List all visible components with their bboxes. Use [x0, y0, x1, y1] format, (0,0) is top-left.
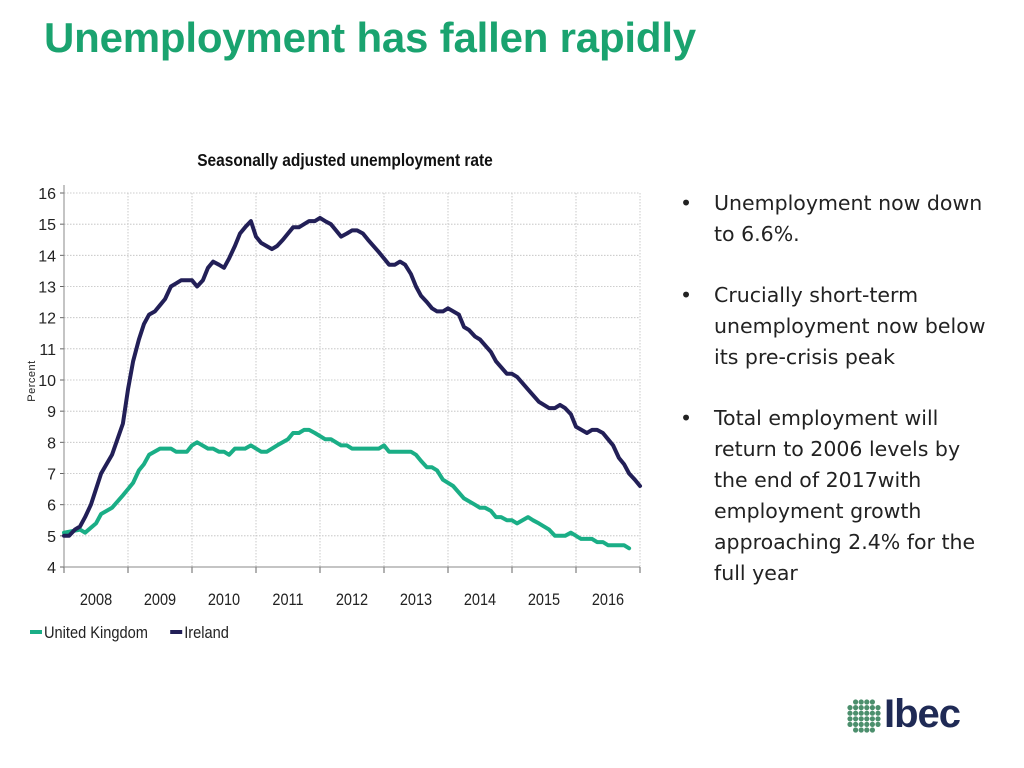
page-title: Unemployment has fallen rapidly [44, 14, 696, 61]
y-tick-label: 9 [47, 404, 56, 421]
logo-wordmark: Ibec [884, 692, 961, 736]
globe-dot [853, 721, 859, 727]
globe-dot [869, 716, 875, 722]
y-tick-label: 13 [38, 280, 56, 297]
globe-dot [864, 727, 870, 733]
legend-label: Ireland [184, 624, 229, 642]
y-tick-label: 8 [47, 435, 56, 452]
bullet-marker: • [680, 406, 693, 430]
unemployment-line-chart: Seasonally adjusted unemployment rate Pe… [26, 150, 642, 642]
globe-dot [864, 699, 870, 705]
bullet-text: Crucially short-term unemployment now be… [714, 283, 986, 369]
globe-dot [875, 710, 881, 716]
globe-dot [853, 699, 859, 705]
globe-dot [875, 721, 881, 727]
plot-area: 4 5 6 7 8 9 10 11 12 13 14 15 16 2008 2009 2010 2011 2012… [38, 185, 642, 609]
chart-title: Seasonally adjusted unemployment rate [197, 150, 493, 170]
y-tick-label: 11 [39, 342, 56, 359]
y-tick-label: 4 [47, 560, 56, 577]
bullet-item: • Crucially short-term unemployment now … [678, 280, 998, 373]
ibec-globe-icon [847, 699, 881, 733]
globe-dot [853, 716, 859, 722]
legend-label: United Kingdom [44, 624, 148, 642]
y-axis-label: Percent [26, 360, 38, 401]
bullet-marker: • [680, 283, 693, 307]
chart-legend: United Kingdom Ireland [30, 624, 229, 642]
globe-dot [869, 727, 875, 733]
globe-dot [847, 716, 853, 722]
globe-dot [858, 727, 864, 733]
y-tick-label: 7 [47, 467, 56, 484]
globe-dot [858, 721, 864, 727]
bullet-text: Unemployment now down to 6.6%. [714, 191, 983, 246]
x-tick-label: 2010 [208, 591, 241, 609]
ibec-logo: Ibec [846, 692, 986, 740]
y-tick-label: 6 [47, 498, 56, 515]
y-tick-label: 16 [38, 186, 56, 203]
globe-dot [858, 716, 864, 722]
series-line-united-kingdom [62, 427, 632, 551]
y-tick-label: 15 [38, 217, 56, 234]
bullet-item: • Unemployment now down to 6.6%. [678, 188, 998, 250]
y-tick-label: 14 [38, 248, 56, 265]
globe-dot [869, 699, 875, 705]
globe-dot [847, 705, 853, 711]
globe-dot [875, 705, 881, 711]
y-tick-label: 10 [38, 373, 56, 390]
globe-dot [864, 710, 870, 716]
x-tick-label: 2013 [400, 591, 432, 609]
y-tick-label: 5 [47, 529, 56, 546]
globe-dot [853, 710, 859, 716]
globe-dot [869, 710, 875, 716]
globe-dot [875, 716, 881, 722]
bullet-item: • Total employment will return to 2006 l… [678, 403, 998, 589]
globe-dot [853, 705, 859, 711]
bullet-marker: • [680, 191, 693, 215]
x-tick-label: 2016 [592, 591, 624, 609]
globe-dot [853, 727, 859, 733]
x-tick-label: 2014 [464, 591, 497, 609]
globe-dot [858, 710, 864, 716]
x-tick-label: 2008 [80, 591, 112, 609]
globe-dot [858, 699, 864, 705]
x-tick-label: 2012 [336, 591, 368, 609]
x-tick-label: 2015 [528, 591, 560, 609]
x-tick-label: 2011 [272, 591, 303, 609]
globe-dot [869, 721, 875, 727]
globe-dot [864, 721, 870, 727]
globe-dot [869, 705, 875, 711]
globe-dot [847, 710, 853, 716]
globe-dot [858, 705, 864, 711]
x-tick-label: 2009 [144, 591, 176, 609]
bullet-text: Total employment will return to 2006 lev… [714, 406, 976, 585]
y-tick-label: 12 [38, 311, 56, 328]
globe-dot [864, 705, 870, 711]
bullet-list: • Unemployment now down to 6.6%. • Cruci… [678, 188, 998, 619]
series-line-ireland [62, 215, 642, 538]
globe-dot [864, 716, 870, 722]
globe-dot [847, 721, 853, 727]
